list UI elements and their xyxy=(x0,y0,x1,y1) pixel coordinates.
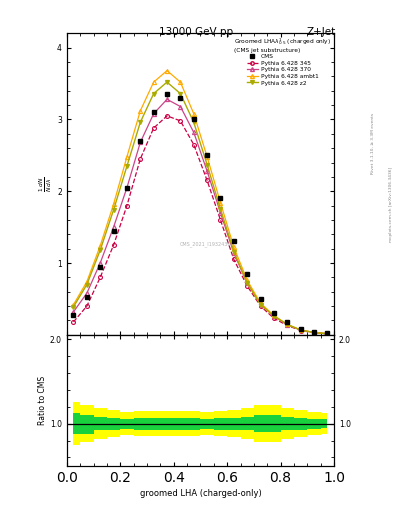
Text: mcplots.cern.ch [arXiv:1306.3436]: mcplots.cern.ch [arXiv:1306.3436] xyxy=(389,167,393,242)
Y-axis label: $\frac{1}{\mathit{N}}\frac{d\mathit{N}}{d\lambda}$: $\frac{1}{\mathit{N}}\frac{d\mathit{N}}{… xyxy=(38,176,54,192)
Legend: CMS, Pythia 6.428 345, Pythia 6.428 370, Pythia 6.428 ambt1, Pythia 6.428 z2: CMS, Pythia 6.428 345, Pythia 6.428 370,… xyxy=(233,35,332,87)
Text: Z+Jet: Z+Jet xyxy=(307,27,336,37)
Text: Rivet 3.1.10, ≥ 3.3M events: Rivet 3.1.10, ≥ 3.3M events xyxy=(371,113,375,174)
X-axis label: groomed LHA (charged-only): groomed LHA (charged-only) xyxy=(140,489,261,498)
Text: CMS_2021_I1932436: CMS_2021_I1932436 xyxy=(180,242,231,247)
Text: 13000 GeV pp: 13000 GeV pp xyxy=(160,27,233,37)
Y-axis label: Ratio to CMS: Ratio to CMS xyxy=(38,376,47,425)
